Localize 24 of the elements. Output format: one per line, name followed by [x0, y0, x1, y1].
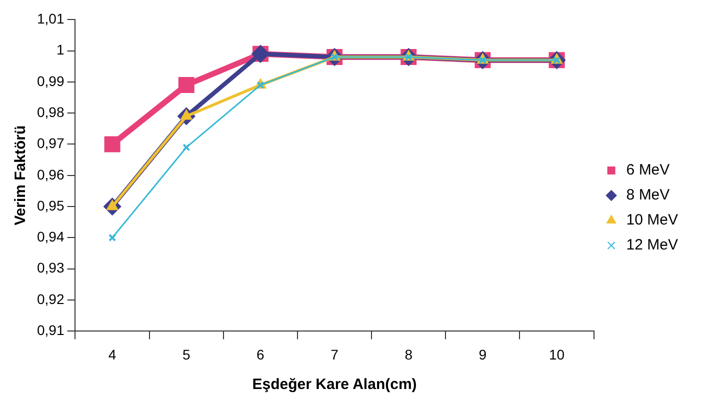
- y-tick-label: 0,95: [37, 197, 64, 214]
- legend-label: 12 MeV: [626, 236, 678, 254]
- y-tick-label: 0,92: [37, 290, 64, 307]
- legend-label: 6 MeV: [626, 162, 670, 179]
- x-tick-label: 5: [182, 346, 190, 362]
- legend-label: 10 MeV: [626, 212, 678, 229]
- x-tick-label: 7: [330, 346, 339, 362]
- y-tick-label: 1: [56, 42, 64, 58]
- y-tick-label: 0,96: [37, 166, 64, 182]
- x-tick-label: 8: [404, 346, 413, 362]
- y-tick-label: 0,97: [37, 135, 64, 152]
- y-tick-label: 0,91: [37, 322, 64, 338]
- y-tick-label: 0,94: [37, 228, 64, 245]
- x-axis-title: Eşdeğer Kare Alan(cm): [252, 376, 417, 394]
- x-tick-label: 10: [548, 346, 565, 362]
- x-tick-label: 4: [108, 346, 116, 362]
- y-tick-label: 1,01: [37, 10, 64, 26]
- y-tick-label: 0,99: [37, 72, 64, 89]
- y-tick-label: 0,98: [37, 104, 64, 120]
- y-axis-title: Verim Faktörü: [12, 125, 30, 226]
- legend-label: 8 MeV: [626, 186, 670, 204]
- x-tick-label: 9: [478, 346, 487, 362]
- x-tick-label: 6: [256, 346, 265, 362]
- y-tick-label: 0,93: [37, 260, 64, 276]
